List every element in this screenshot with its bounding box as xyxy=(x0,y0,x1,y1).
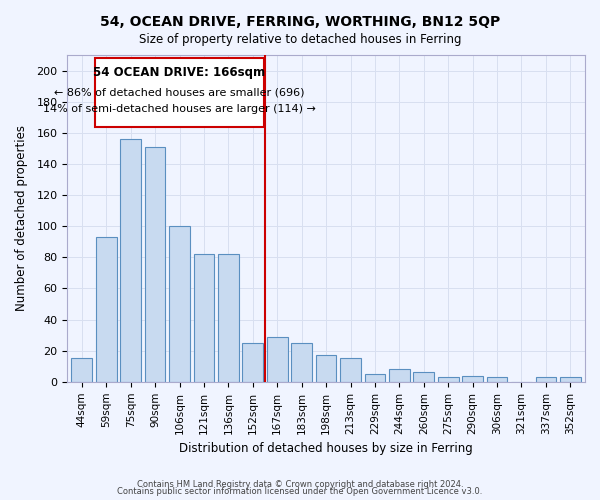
Bar xyxy=(413,372,434,382)
Bar xyxy=(145,147,166,382)
Bar xyxy=(194,254,214,382)
Bar xyxy=(365,374,385,382)
Bar xyxy=(389,370,410,382)
Bar xyxy=(438,377,458,382)
Bar xyxy=(242,343,263,382)
Bar xyxy=(267,336,287,382)
Bar xyxy=(121,139,141,382)
Bar xyxy=(291,343,312,382)
X-axis label: Distribution of detached houses by size in Ferring: Distribution of detached houses by size … xyxy=(179,442,473,455)
Bar xyxy=(316,356,337,382)
Bar xyxy=(536,377,556,382)
Text: Contains HM Land Registry data © Crown copyright and database right 2024.: Contains HM Land Registry data © Crown c… xyxy=(137,480,463,489)
Text: Contains public sector information licensed under the Open Government Licence v3: Contains public sector information licen… xyxy=(118,487,482,496)
Text: ← 86% of detached houses are smaller (696): ← 86% of detached houses are smaller (69… xyxy=(54,88,305,98)
Text: 54, OCEAN DRIVE, FERRING, WORTHING, BN12 5QP: 54, OCEAN DRIVE, FERRING, WORTHING, BN12… xyxy=(100,15,500,29)
Bar xyxy=(71,358,92,382)
Y-axis label: Number of detached properties: Number of detached properties xyxy=(15,126,28,312)
Text: Size of property relative to detached houses in Ferring: Size of property relative to detached ho… xyxy=(139,32,461,46)
FancyBboxPatch shape xyxy=(95,58,264,126)
Bar xyxy=(96,237,116,382)
Bar xyxy=(169,226,190,382)
Bar xyxy=(218,254,239,382)
Bar xyxy=(462,376,483,382)
Bar xyxy=(340,358,361,382)
Text: 14% of semi-detached houses are larger (114) →: 14% of semi-detached houses are larger (… xyxy=(43,104,316,115)
Bar xyxy=(560,377,581,382)
Bar xyxy=(487,377,508,382)
Text: 54 OCEAN DRIVE: 166sqm: 54 OCEAN DRIVE: 166sqm xyxy=(94,66,266,78)
